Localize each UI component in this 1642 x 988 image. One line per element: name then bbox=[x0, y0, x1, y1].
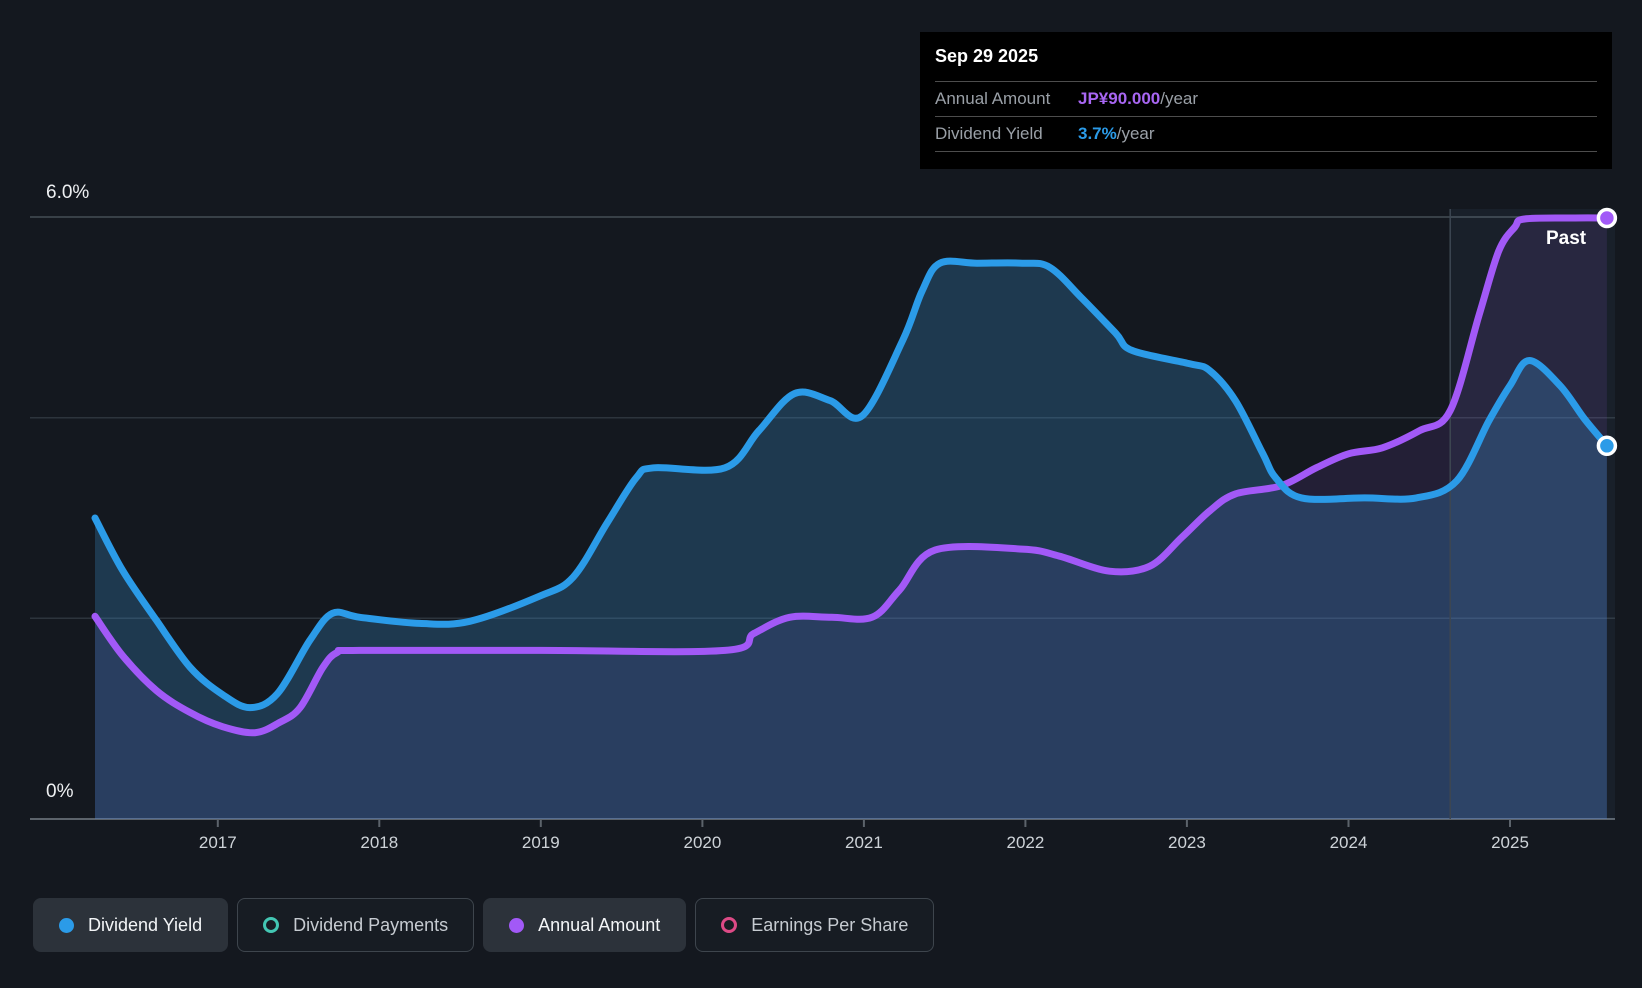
x-axis: 2017 2018 2019 2020 2021 2022 2023 2024 2025 bbox=[199, 819, 1529, 852]
svg-text:2020: 2020 bbox=[683, 833, 721, 852]
legend-label: Dividend Yield bbox=[88, 914, 203, 935]
svg-text:2021: 2021 bbox=[845, 833, 883, 852]
dividend-yield-line bbox=[91, 257, 1611, 712]
svg-text:2024: 2024 bbox=[1330, 833, 1368, 852]
y-axis-label-top: 6.0% bbox=[46, 182, 90, 203]
tooltip-row-dividend-yield: Dividend Yield 3.7% /year bbox=[935, 116, 1597, 152]
chart-tooltip: Sep 29 2025 Annual Amount JP¥90.000 /yea… bbox=[920, 32, 1612, 169]
tooltip-label: Dividend Yield bbox=[935, 124, 1043, 143]
future-region-overlay bbox=[1450, 209, 1615, 819]
chart-legend: Dividend Yield Dividend Payments Annual … bbox=[33, 898, 935, 952]
annual-amount-endpoint bbox=[1596, 207, 1618, 229]
earnings-per-share-ring-icon bbox=[721, 917, 738, 933]
annual-amount-dot-icon bbox=[509, 917, 525, 933]
svg-text:2022: 2022 bbox=[1006, 833, 1044, 852]
tooltip-date: Sep 29 2025 bbox=[935, 46, 1039, 66]
svg-text:2025: 2025 bbox=[1491, 833, 1529, 852]
svg-text:2017: 2017 bbox=[199, 833, 237, 852]
legend-label: Annual Amount bbox=[538, 914, 661, 935]
tooltip-value-annual-amount: JP¥90.000 bbox=[1078, 89, 1161, 108]
annual-amount-area bbox=[95, 217, 1607, 819]
svg-text:2023: 2023 bbox=[1168, 833, 1206, 852]
legend-toggle-earnings-per-share[interactable]: Earnings Per Share bbox=[695, 898, 935, 952]
tooltip-row-annual-amount: Annual Amount JP¥90.000 /year bbox=[935, 81, 1597, 116]
legend-toggle-dividend-yield[interactable]: Dividend Yield bbox=[33, 898, 229, 952]
legend-label: Dividend Payments bbox=[293, 914, 449, 935]
svg-text:2018: 2018 bbox=[360, 833, 398, 852]
svg-text:2019: 2019 bbox=[522, 833, 560, 852]
y-axis-label-bottom: 0% bbox=[46, 781, 74, 802]
dividend-payments-ring-icon bbox=[263, 917, 280, 933]
legend-toggle-dividend-payments[interactable]: Dividend Payments bbox=[237, 898, 475, 952]
tooltip-suffix: /year bbox=[1160, 89, 1199, 108]
annual-amount-line bbox=[91, 214, 1611, 737]
series-group bbox=[91, 207, 1618, 820]
dividend-yield-endpoint bbox=[1596, 435, 1618, 457]
dividend-yield-area bbox=[95, 261, 1607, 820]
tooltip-suffix: /year bbox=[1116, 124, 1155, 143]
legend-toggle-annual-amount[interactable]: Annual Amount bbox=[483, 898, 687, 952]
legend-label: Earnings Per Share bbox=[751, 914, 909, 935]
dividend-yield-dot-icon bbox=[59, 917, 74, 933]
past-label: Past bbox=[1546, 228, 1587, 249]
tooltip-value-dividend-yield: 3.7% bbox=[1078, 124, 1117, 143]
tooltip-label: Annual Amount bbox=[935, 89, 1051, 108]
